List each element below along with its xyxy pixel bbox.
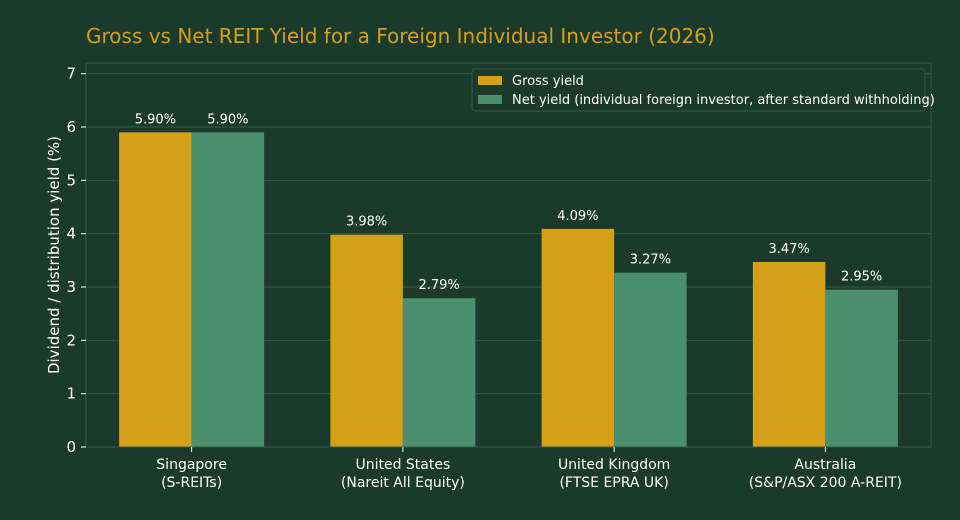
x-category-label: United Kingdom [558, 457, 670, 473]
x-category-label: (S-REITs) [161, 475, 222, 491]
legend-label: Gross yield [512, 74, 584, 89]
legend-label: Net yield (individual foreign investor, … [512, 93, 935, 108]
legend: Gross yield Net yield (individual foreign… [471, 68, 935, 112]
x-category-label: Australia [794, 457, 856, 473]
y-tick-label: 1 [66, 385, 76, 403]
gross-yield-bar [541, 228, 615, 447]
gross-yield-label: 4.09% [557, 209, 598, 224]
gross-yield-label: 5.90% [135, 112, 176, 127]
plot-frame [85, 62, 932, 448]
y-tick-label: 5 [66, 171, 76, 189]
net-yield-label: 2.95% [841, 270, 882, 285]
data-labels: 5.90% 5.90% 3.98% 2.79% 4.09% 3.27% 3.47% 2.95% [135, 112, 883, 293]
legend-swatch [478, 76, 502, 85]
x-category-label: (S&P/ASX 200 A-REIT) [749, 475, 902, 491]
chart-title: Gross vs Net REIT Yield for a Foreign In… [86, 24, 715, 48]
y-tick-label: 0 [66, 438, 76, 456]
gross-yield-label: 3.47% [768, 242, 809, 257]
net-yield-label: 5.90% [207, 112, 248, 127]
gross-yield-label: 3.98% [346, 215, 387, 230]
legend-box [471, 68, 926, 112]
net-yield-bar [614, 272, 687, 447]
y-tick-label: 2 [66, 331, 76, 349]
net-yield-label: 3.27% [630, 253, 671, 268]
y-tick-label: 6 [66, 118, 76, 136]
bars [119, 132, 898, 448]
y-tick-label: 4 [66, 225, 76, 243]
x-category-label: (Nareit All Equity) [341, 475, 465, 491]
net-yield-bar [825, 289, 898, 447]
gross-yield-bar [752, 261, 826, 447]
y-axis-title: Dividend / distribution yield (%) [45, 136, 63, 374]
net-yield-label: 2.79% [418, 278, 459, 293]
y-tick-label: 3 [66, 278, 76, 296]
x-category-label: United States [355, 457, 450, 473]
legend-swatch [478, 95, 502, 104]
x-category-label: Singapore [156, 457, 227, 473]
y-tick-label: 7 [66, 65, 76, 83]
gross-yield-bar [119, 132, 192, 448]
axes: 0 1 2 3 4 5 6 7 Singapore (S-REITs) United States (… [66, 62, 932, 491]
net-yield-bar [191, 132, 265, 448]
x-category-label: (FTSE EPRA UK) [559, 475, 668, 491]
gross-yield-bar [330, 234, 403, 447]
net-yield-bar [402, 298, 476, 447]
